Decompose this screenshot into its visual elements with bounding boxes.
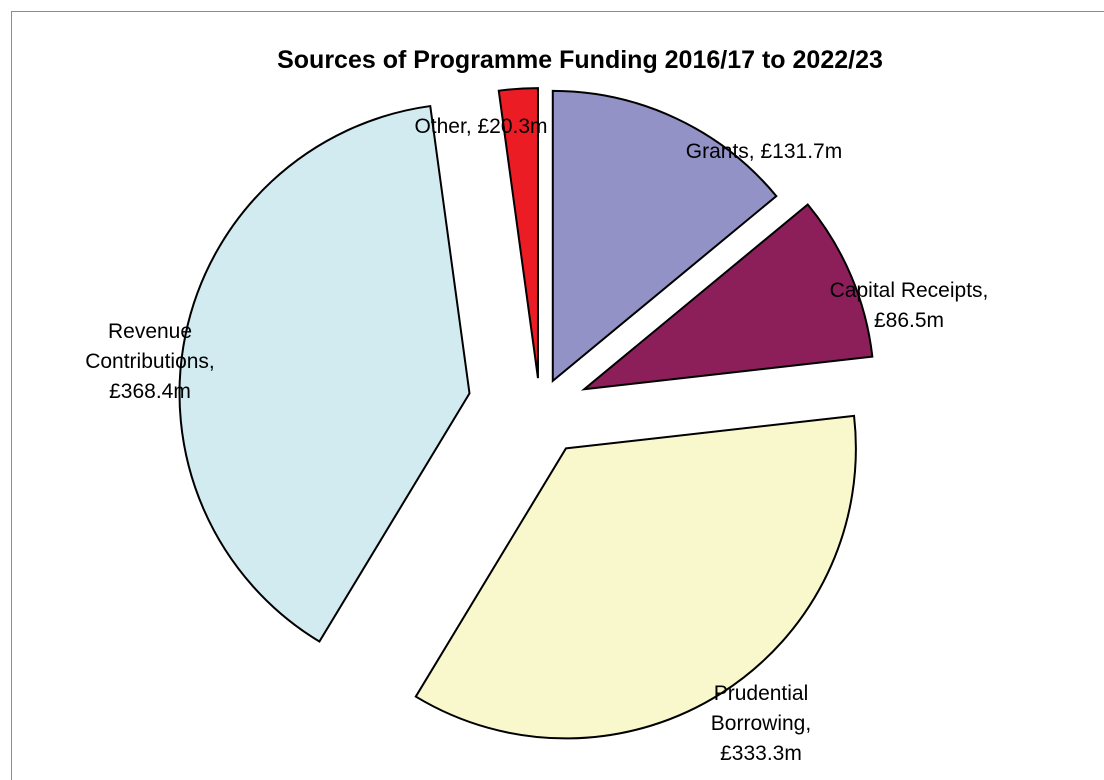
- pie-slices: [178, 87, 874, 740]
- slice-label-line: Grants, £131.7m: [686, 140, 842, 163]
- pie-slice-grants: [551, 89, 778, 383]
- slice-label-line: Borrowing,: [711, 712, 811, 735]
- slice-label-grants: Grants, £131.7m: [686, 140, 842, 163]
- slice-label-line: £86.5m: [874, 309, 944, 332]
- chart-frame: [11, 11, 1104, 780]
- slice-label-line: £368.4m: [109, 380, 191, 403]
- chart-title: Sources of Programme Funding 2016/17 to …: [277, 46, 883, 74]
- pie-slice-revenue-contributions: [178, 104, 471, 643]
- slice-label-line: Contributions,: [85, 350, 215, 373]
- slice-label-prudential-borrowing: Prudential Borrowing, £333.3m: [711, 682, 811, 765]
- pie-slice-prudential-borrowing: [414, 414, 857, 740]
- pie-slice-capital-receipts: [580, 203, 874, 391]
- slice-labels: Grants, £131.7m Capital Receipts, £86.5m Pr…: [85, 115, 988, 765]
- slice-label-revenue-contributions: Revenue Contributions, £368.4m: [85, 320, 215, 403]
- slice-label-line: Prudential: [714, 682, 809, 705]
- slice-label-capital-receipts: Capital Receipts, £86.5m: [830, 279, 989, 332]
- slice-label-line: Capital Receipts,: [830, 279, 989, 302]
- slice-label-other: Other, £20.3m: [414, 115, 547, 138]
- slice-label-line: Revenue: [108, 320, 192, 343]
- slice-label-line: £333.3m: [720, 742, 802, 765]
- slice-label-line: Other, £20.3m: [414, 115, 547, 138]
- pie-slice-other: [497, 87, 539, 379]
